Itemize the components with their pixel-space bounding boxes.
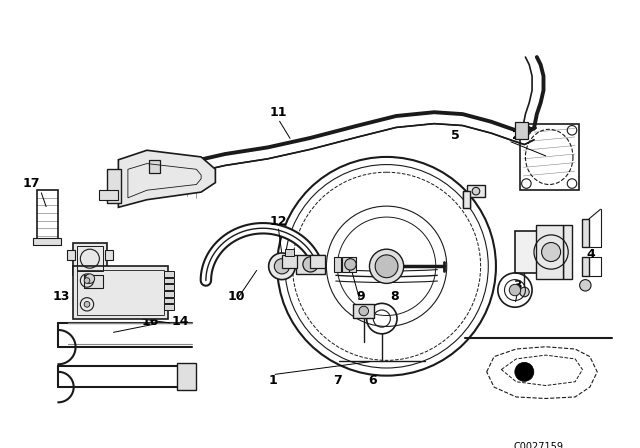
Polygon shape	[118, 150, 216, 207]
Circle shape	[84, 278, 90, 284]
Bar	[164, 271, 173, 277]
Circle shape	[580, 280, 591, 291]
Bar	[99, 190, 118, 200]
Text: 14: 14	[172, 315, 189, 328]
Text: 9: 9	[356, 290, 365, 303]
Circle shape	[85, 274, 95, 284]
Bar	[349, 257, 356, 272]
Bar	[285, 249, 294, 256]
Bar	[158, 162, 163, 171]
Bar	[310, 255, 324, 268]
Bar	[175, 162, 180, 171]
Bar	[463, 191, 470, 208]
Circle shape	[472, 187, 480, 195]
Circle shape	[269, 253, 295, 280]
Bar	[164, 291, 173, 297]
Bar	[170, 162, 175, 171]
Bar	[282, 255, 297, 268]
Bar	[107, 169, 121, 202]
Bar	[582, 257, 589, 276]
Text: 3: 3	[513, 279, 522, 292]
Text: 17: 17	[22, 177, 40, 190]
Bar	[353, 304, 374, 318]
Bar	[181, 162, 186, 171]
Text: 5: 5	[451, 129, 460, 142]
Bar	[105, 250, 113, 260]
Text: 11: 11	[269, 106, 287, 119]
Bar	[467, 185, 484, 197]
Text: C0027159: C0027159	[513, 442, 563, 448]
Text: 10: 10	[228, 290, 245, 303]
Bar	[73, 266, 168, 319]
Bar	[563, 225, 572, 279]
Text: 1: 1	[268, 374, 277, 387]
Circle shape	[375, 255, 398, 278]
Bar	[536, 225, 563, 279]
Text: 13: 13	[52, 290, 70, 303]
Polygon shape	[191, 112, 534, 180]
Text: 15: 15	[131, 177, 148, 190]
Text: 4: 4	[587, 248, 595, 261]
Text: 16: 16	[142, 315, 159, 328]
Bar	[36, 190, 58, 242]
Circle shape	[359, 306, 369, 316]
Circle shape	[509, 284, 521, 296]
Bar	[73, 242, 107, 275]
Bar	[67, 250, 75, 260]
Bar	[164, 304, 173, 310]
Circle shape	[303, 257, 318, 272]
Bar	[334, 257, 341, 272]
Text: 2: 2	[513, 129, 521, 142]
Circle shape	[541, 242, 561, 262]
Text: 6: 6	[368, 374, 376, 387]
Bar	[515, 122, 528, 139]
Circle shape	[275, 258, 289, 274]
Bar	[520, 124, 579, 190]
Bar	[164, 284, 173, 290]
Bar	[77, 270, 164, 315]
Circle shape	[515, 362, 534, 381]
Circle shape	[369, 249, 404, 284]
Text: 7: 7	[333, 374, 342, 387]
Bar	[77, 246, 103, 271]
Bar	[33, 238, 61, 246]
Bar	[342, 257, 349, 272]
Bar	[164, 162, 169, 171]
Bar	[84, 275, 103, 288]
Bar	[164, 297, 173, 303]
Bar	[582, 219, 589, 247]
Bar	[515, 231, 567, 273]
Circle shape	[520, 287, 529, 297]
Text: 12: 12	[269, 215, 287, 228]
Bar	[149, 160, 160, 173]
Bar	[177, 363, 196, 390]
Circle shape	[345, 258, 356, 270]
Circle shape	[84, 302, 90, 307]
Bar	[164, 278, 173, 284]
Text: 8: 8	[390, 290, 399, 303]
Text: 12: 12	[100, 290, 118, 303]
Bar	[296, 255, 324, 274]
